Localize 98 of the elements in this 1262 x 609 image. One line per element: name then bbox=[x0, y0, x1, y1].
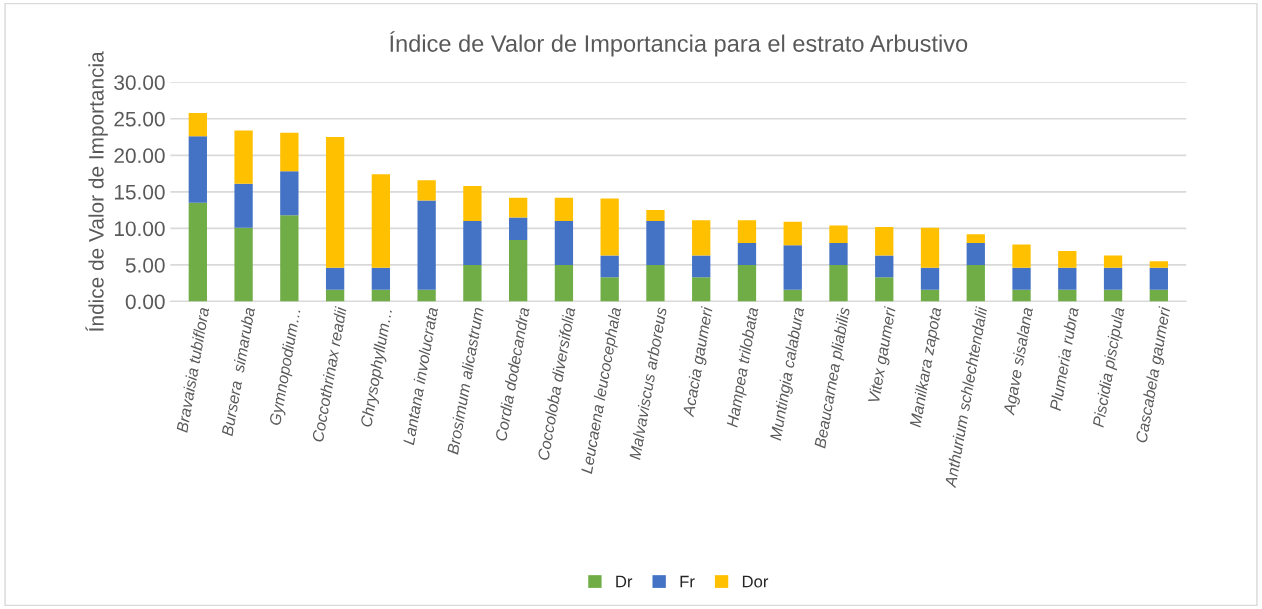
bar bbox=[188, 136, 207, 203]
bar bbox=[875, 277, 894, 302]
bar bbox=[1149, 267, 1168, 290]
bar bbox=[280, 171, 299, 216]
x-tick-label: Hampea trilobata bbox=[725, 306, 762, 429]
bar bbox=[966, 242, 985, 265]
bar bbox=[783, 221, 802, 246]
bar bbox=[188, 112, 207, 137]
bar bbox=[371, 267, 391, 290]
bar bbox=[829, 225, 848, 243]
bar bbox=[600, 198, 619, 256]
x-tick-label: Coccoloba diversifolia bbox=[537, 306, 576, 461]
bar bbox=[325, 137, 345, 268]
x-tick-label: Beaucarnea pliabilis bbox=[813, 306, 854, 450]
bar bbox=[1012, 267, 1031, 290]
bar bbox=[1149, 289, 1168, 302]
x-tick-label: Bursera simaruba bbox=[221, 306, 256, 437]
y-tick-label: 0.00 bbox=[125, 294, 165, 310]
bar bbox=[829, 264, 848, 302]
x-tick-label: Malvaviscus arboreus bbox=[628, 306, 667, 460]
y-tick-label: 10.00 bbox=[114, 221, 165, 237]
bar bbox=[829, 242, 848, 265]
bar bbox=[646, 221, 665, 265]
bar bbox=[737, 220, 757, 243]
bar bbox=[692, 255, 711, 278]
bar bbox=[325, 289, 345, 302]
bar bbox=[554, 197, 574, 222]
chart-title: Índice de Valor de Importancia para el estrato Arbustivo bbox=[390, 31, 968, 57]
bar bbox=[646, 210, 665, 222]
bar bbox=[554, 221, 574, 265]
x-tick-label: Agave sisalana bbox=[1002, 306, 1037, 417]
bar bbox=[234, 183, 253, 228]
bar bbox=[920, 267, 940, 290]
bar bbox=[509, 197, 528, 218]
bar bbox=[1012, 244, 1031, 268]
bar bbox=[417, 180, 436, 201]
x-tick-label: Acacia gaumeri bbox=[681, 305, 716, 419]
y-tick-label: 15.00 bbox=[114, 184, 165, 200]
bar bbox=[600, 255, 619, 278]
y-tick-label: 30.00 bbox=[114, 75, 165, 90]
x-tick-label: Cascabela gaumeri bbox=[1135, 305, 1174, 444]
legend-label: Fr bbox=[680, 575, 695, 588]
x-tick-label: Lantana involucrata bbox=[402, 306, 439, 446]
bar bbox=[554, 264, 574, 302]
bar bbox=[509, 240, 528, 302]
bar bbox=[509, 217, 528, 241]
x-tick-label: Plumeria rubra bbox=[1049, 306, 1079, 412]
bar bbox=[783, 245, 802, 290]
y-tick-label: 20.00 bbox=[114, 148, 165, 164]
bar bbox=[783, 289, 802, 302]
x-tick-label: Coccothrinax readii bbox=[311, 305, 347, 443]
x-tick-label: Vitex gaumeri bbox=[867, 305, 899, 404]
bar bbox=[188, 202, 207, 302]
bar bbox=[966, 264, 985, 302]
bar bbox=[417, 200, 436, 290]
bar bbox=[463, 185, 482, 222]
bar bbox=[234, 130, 253, 184]
bar bbox=[737, 264, 757, 302]
bar bbox=[1058, 267, 1077, 290]
bar bbox=[1103, 255, 1123, 268]
y-tick-label: 25.00 bbox=[114, 111, 165, 127]
x-tick-label: Bravaisia tubiflora bbox=[175, 306, 210, 433]
x-tick-label: Piscidia piscipula bbox=[1092, 306, 1128, 429]
bar bbox=[417, 289, 436, 302]
bar bbox=[325, 267, 345, 290]
bar bbox=[692, 220, 711, 256]
legend-label: Dr bbox=[616, 575, 633, 588]
bar bbox=[1058, 289, 1077, 302]
bar bbox=[280, 215, 299, 302]
bar bbox=[1103, 267, 1123, 290]
bar bbox=[280, 132, 299, 172]
bar bbox=[600, 277, 619, 302]
x-tick-label: Muntingia calabura bbox=[769, 306, 808, 442]
bar bbox=[646, 264, 665, 302]
bar bbox=[1058, 251, 1077, 268]
y-axis-title: Índice de Valor de Importancia bbox=[85, 51, 108, 331]
bar bbox=[966, 234, 985, 243]
bar bbox=[234, 227, 253, 302]
legend-label: Dor bbox=[742, 575, 769, 588]
x-tick-label: Brosimum alicastrum bbox=[446, 307, 484, 455]
x-tick-label: Leucaena leucocephala bbox=[580, 306, 625, 475]
x-tick-label: Manilkara zapota bbox=[908, 306, 945, 429]
bar bbox=[692, 277, 711, 302]
bar bbox=[463, 264, 482, 302]
bar bbox=[920, 289, 940, 302]
bar bbox=[463, 221, 482, 265]
bar bbox=[737, 242, 757, 265]
x-tick-label: Anthurium schlechtendalii bbox=[944, 305, 988, 489]
x-tick-label: Cordia dodecandra bbox=[494, 306, 530, 442]
bar bbox=[1012, 289, 1031, 302]
bar bbox=[371, 174, 391, 268]
bar bbox=[1103, 289, 1123, 302]
y-tick-label: 5.00 bbox=[125, 257, 165, 273]
bar bbox=[371, 289, 391, 302]
bar bbox=[920, 227, 940, 268]
bar bbox=[1149, 261, 1168, 268]
bar bbox=[875, 226, 894, 256]
bar bbox=[875, 255, 894, 278]
